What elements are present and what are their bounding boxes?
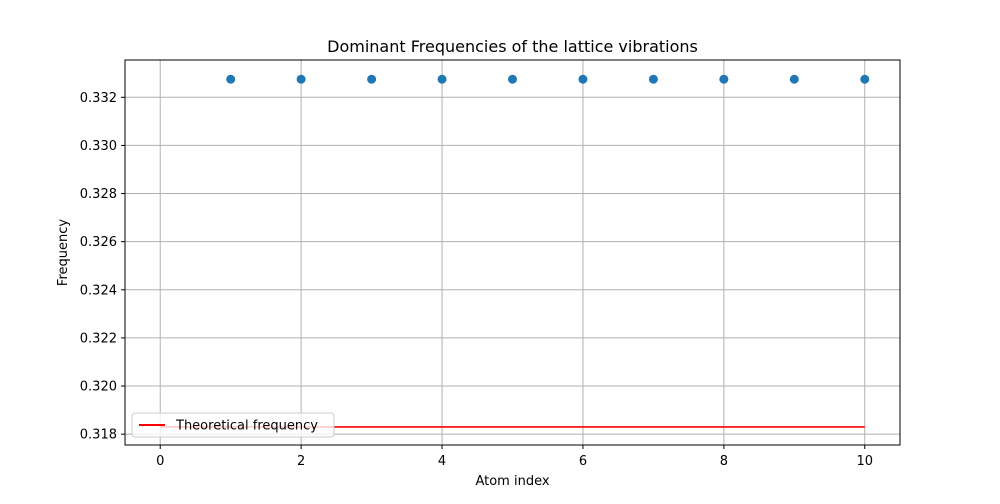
scatter-point [860, 74, 870, 84]
y-tick-label: 0.330 [80, 139, 117, 154]
tick-layer: 0 2 4 6 8 10 0.318 0.320 0.322 0.324 0.326 0.328 0.3… [80, 91, 873, 469]
scatter-point [578, 74, 588, 84]
scatter-point [719, 74, 729, 84]
x-axis-label: Atom index [475, 474, 549, 489]
x-tick-label: 2 [297, 454, 305, 469]
legend: Theoretical frequency [131, 412, 335, 438]
x-tick-label: 4 [438, 454, 446, 469]
y-tick-label: 0.332 [80, 91, 117, 106]
y-tick-label: 0.326 [80, 235, 117, 250]
series-layer [160, 74, 870, 428]
scatter-point [437, 74, 447, 84]
y-tick-label: 0.322 [80, 331, 117, 346]
scatter-point [789, 74, 799, 84]
scatter-point [648, 74, 658, 84]
x-tick-label: 8 [720, 454, 728, 469]
x-tick-label: 6 [579, 454, 587, 469]
legend-label-theoretical: Theoretical frequency [175, 419, 318, 434]
y-tick-label: 0.318 [80, 428, 117, 443]
y-tick-label: 0.328 [80, 187, 117, 202]
scatter-point [508, 74, 517, 84]
plot-frame [124, 59, 901, 446]
x-tick-label: 10 [856, 454, 873, 469]
y-axis-label: Frequency [56, 219, 71, 286]
chart-title: Dominant Frequencies of the lattice vibr… [327, 37, 698, 56]
legend-box [131, 412, 335, 438]
y-tick-label: 0.324 [80, 283, 117, 298]
scatter-point [296, 74, 306, 84]
y-tick-label: 0.320 [80, 380, 117, 395]
grid-layer [125, 60, 900, 445]
x-tick-label: 0 [156, 454, 164, 469]
scatter-point [367, 74, 377, 84]
scatter-point [226, 74, 236, 84]
